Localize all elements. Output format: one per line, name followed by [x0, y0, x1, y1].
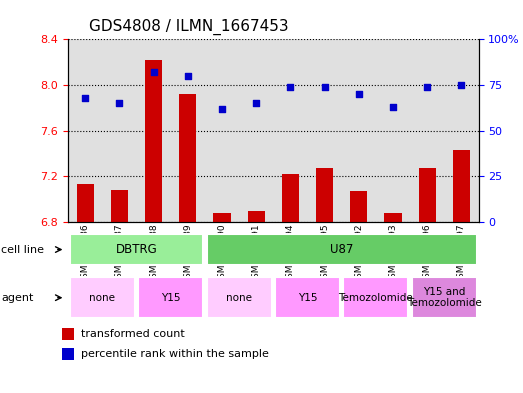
- FancyBboxPatch shape: [70, 277, 135, 318]
- Bar: [102, 39, 137, 222]
- Bar: [205, 39, 239, 222]
- FancyBboxPatch shape: [207, 233, 477, 266]
- Text: U87: U87: [330, 243, 354, 256]
- Text: Y15: Y15: [161, 293, 180, 303]
- Point: [423, 84, 431, 90]
- Point: [81, 95, 89, 101]
- Bar: [419, 168, 436, 222]
- Bar: [308, 39, 342, 222]
- Bar: [170, 39, 205, 222]
- Bar: [62, 348, 74, 360]
- Bar: [316, 168, 333, 222]
- Bar: [282, 174, 299, 222]
- Text: DBTRG: DBTRG: [116, 243, 157, 256]
- Point: [286, 84, 294, 90]
- Text: Y15: Y15: [298, 293, 317, 303]
- Text: cell line: cell line: [1, 244, 44, 255]
- Bar: [274, 39, 308, 222]
- Text: GDS4808 / ILMN_1667453: GDS4808 / ILMN_1667453: [88, 19, 288, 35]
- Bar: [453, 150, 470, 222]
- Point: [355, 91, 363, 97]
- Bar: [179, 94, 196, 222]
- Point: [218, 106, 226, 112]
- Bar: [137, 39, 170, 222]
- FancyBboxPatch shape: [412, 277, 477, 318]
- Text: agent: agent: [1, 293, 33, 303]
- Text: Temozolomide: Temozolomide: [338, 293, 413, 303]
- Point: [184, 73, 192, 79]
- Bar: [62, 328, 74, 340]
- Bar: [239, 39, 273, 222]
- FancyBboxPatch shape: [70, 233, 203, 266]
- Point: [321, 84, 329, 90]
- Text: Y15 and
Temozolomide: Y15 and Temozolomide: [407, 287, 482, 309]
- Bar: [247, 211, 265, 222]
- Bar: [213, 213, 231, 222]
- Bar: [445, 39, 479, 222]
- Bar: [111, 190, 128, 222]
- Bar: [384, 213, 402, 222]
- Bar: [76, 184, 94, 222]
- Text: none: none: [89, 293, 115, 303]
- FancyBboxPatch shape: [138, 277, 203, 318]
- Text: none: none: [226, 293, 252, 303]
- Text: transformed count: transformed count: [81, 329, 185, 340]
- Bar: [145, 60, 162, 222]
- FancyBboxPatch shape: [207, 277, 271, 318]
- Bar: [342, 39, 376, 222]
- Point: [115, 100, 123, 107]
- FancyBboxPatch shape: [275, 277, 340, 318]
- Bar: [410, 39, 445, 222]
- Point: [150, 69, 158, 75]
- Point: [389, 104, 397, 110]
- FancyBboxPatch shape: [344, 277, 408, 318]
- Text: percentile rank within the sample: percentile rank within the sample: [81, 349, 269, 359]
- Point: [457, 82, 465, 88]
- Bar: [376, 39, 410, 222]
- Point: [252, 100, 260, 107]
- Bar: [350, 191, 367, 222]
- Bar: [68, 39, 102, 222]
